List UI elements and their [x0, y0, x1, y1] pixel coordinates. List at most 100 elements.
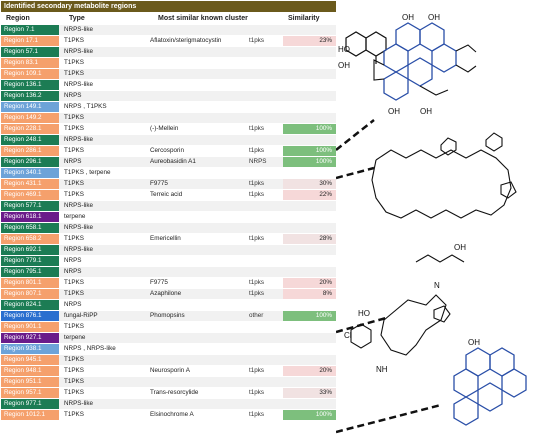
cluster-cell[interactable]: Aflatoxin/sterigmatocystin	[150, 37, 222, 44]
cluster-cell[interactable]	[147, 222, 247, 234]
region-cell[interactable]: Region 149.2	[1, 112, 59, 124]
table-row[interactable]: Region 431.1 T1PKS F9775 t1pks 30%	[1, 178, 336, 190]
table-row[interactable]: Region 945.1 T1PKS	[1, 354, 336, 366]
region-cell[interactable]: Region 901.1	[1, 321, 59, 333]
region-cell[interactable]: Region 779.1	[1, 255, 59, 267]
table-row[interactable]: Region 957.1 T1PKS Trans-resorcylide t1pks 3…	[1, 387, 336, 399]
table-row[interactable]: Region 136.1 NRPS-like	[1, 79, 336, 91]
cluster-cell[interactable]	[147, 58, 247, 69]
region-cell[interactable]: Region 7.1	[1, 25, 59, 36]
region-cell[interactable]: Region 807.1	[1, 288, 59, 300]
table-row[interactable]: Region 248.1 NRPS-like	[1, 134, 336, 146]
region-cell[interactable]: Region 469.1	[1, 189, 59, 201]
table-row[interactable]: Region 779.1 NRPS	[1, 255, 336, 267]
region-cell[interactable]: Region 17.1	[1, 35, 59, 47]
table-row[interactable]: Region 658.1 NRPS-like	[1, 222, 336, 234]
cluster-cell[interactable]	[147, 25, 247, 36]
cluster-cell[interactable]	[147, 90, 247, 102]
cluster-cell[interactable]	[147, 322, 247, 333]
cluster-cell[interactable]: Azaphilone	[147, 288, 247, 300]
cluster-cell[interactable]: Phomopsins	[147, 310, 247, 322]
region-cell[interactable]: Region 1012.1	[1, 409, 59, 421]
region-cell[interactable]: Region 948.1	[1, 365, 59, 377]
region-cell[interactable]: Region 248.1	[1, 134, 59, 146]
region-cell[interactable]: Region 951.1	[1, 376, 59, 388]
cluster-cell[interactable]: Emericellin	[150, 235, 181, 242]
cluster-cell[interactable]: Elsinochrome A	[150, 411, 194, 418]
table-row[interactable]: Region 296.1 NRPS Aureobasidin A1 NRPS 100%	[1, 156, 336, 168]
cluster-cell[interactable]: Cercosporin	[150, 147, 184, 154]
region-cell[interactable]: Region 136.1	[1, 79, 59, 91]
region-cell[interactable]: Region 938.1	[1, 343, 59, 355]
region-cell[interactable]: Region 876.1	[1, 310, 59, 322]
region-cell[interactable]: Region 824.1	[1, 299, 59, 311]
cluster-cell[interactable]	[147, 266, 247, 278]
table-row[interactable]: Region 1012.1 T1PKS Elsinochrome A t1pks 100…	[1, 409, 336, 421]
cluster-cell[interactable]	[147, 244, 247, 256]
table-row[interactable]: Region 149.2 T1PKS	[1, 112, 336, 124]
table-row[interactable]: Region 57.1 NRPS-like	[1, 46, 336, 58]
cluster-cell[interactable]	[147, 80, 247, 91]
table-row[interactable]: Region 658.2 T1PKS Emericellin t1pks 28%	[1, 233, 336, 245]
cluster-cell[interactable]	[147, 332, 247, 344]
cluster-cell[interactable]	[147, 102, 247, 113]
table-row[interactable]: Region 901.1 T1PKS	[1, 321, 336, 333]
region-cell[interactable]: Region 286.1	[1, 145, 59, 157]
cluster-cell[interactable]: Neurosporin A	[150, 367, 190, 374]
table-row[interactable]: Region 692.1 NRPS-like	[1, 244, 336, 256]
region-cell[interactable]: Region 136.2	[1, 90, 59, 102]
col-header-cluster[interactable]: Most similar known cluster	[158, 15, 248, 22]
region-cell[interactable]: Region 228.1	[1, 123, 59, 135]
cluster-cell[interactable]	[147, 376, 247, 388]
cluster-cell[interactable]	[147, 256, 247, 267]
cluster-cell[interactable]	[147, 398, 247, 410]
region-cell[interactable]: Region 109.1	[1, 68, 59, 80]
region-cell[interactable]: Region 83.1	[1, 57, 59, 69]
cluster-cell[interactable]	[147, 168, 247, 179]
table-row[interactable]: Region 948.1 T1PKS Neurosporin A t1pks 20%	[1, 365, 336, 377]
table-row[interactable]: Region 577.1 NRPS-like	[1, 200, 336, 212]
table-row[interactable]: Region 977.1 NRPS-like	[1, 398, 336, 410]
cluster-cell[interactable]	[147, 46, 247, 58]
table-row[interactable]: Region 876.1 fungal-RiPP Phomopsins other 10…	[1, 310, 336, 322]
table-row[interactable]: Region 149.1 NRPS , T1PKS	[1, 101, 336, 113]
region-cell[interactable]: Region 927.1	[1, 332, 59, 344]
table-row[interactable]: Region 801.1 T1PKS F9775 t1pks 20%	[1, 277, 336, 289]
cluster-cell[interactable]	[147, 300, 247, 311]
region-cell[interactable]: Region 57.1	[1, 46, 59, 58]
cluster-cell[interactable]: Aureobasidin A1	[147, 156, 247, 168]
region-cell[interactable]: Region 577.1	[1, 200, 59, 212]
table-row[interactable]: Region 17.1 T1PKS Aflatoxin/sterigmatocyst…	[1, 35, 336, 47]
table-row[interactable]: Region 109.1 T1PKS	[1, 68, 336, 80]
cluster-cell[interactable]: (-)-Mellein	[150, 125, 179, 132]
cluster-cell[interactable]	[147, 112, 247, 124]
cluster-cell[interactable]	[147, 344, 247, 355]
table-row[interactable]: Region 340.1 T1PKS , terpene	[1, 167, 336, 179]
cluster-cell[interactable]: Terreic acid	[150, 191, 183, 198]
col-header-similarity[interactable]: Similarity	[288, 15, 320, 22]
table-row[interactable]: Region 286.1 T1PKS Cercosporin t1pks 100%	[1, 145, 336, 157]
cluster-cell[interactable]	[147, 134, 247, 146]
table-row[interactable]: Region 951.1 T1PKS	[1, 376, 336, 388]
table-row[interactable]: Region 136.2 NRPS	[1, 90, 336, 102]
cluster-cell[interactable]	[147, 212, 247, 223]
cluster-cell[interactable]: Trans-resorcylide	[150, 389, 199, 396]
region-cell[interactable]: Region 340.1	[1, 167, 59, 179]
region-cell[interactable]: Region 658.2	[1, 233, 59, 245]
region-cell[interactable]: Region 945.1	[1, 354, 59, 366]
table-row[interactable]: Region 807.1 T1PKS Azaphilone t1pks 8%	[1, 288, 336, 300]
region-cell[interactable]: Region 957.1	[1, 387, 59, 399]
cluster-cell[interactable]	[147, 200, 247, 212]
cluster-cell[interactable]: F9775	[150, 279, 168, 286]
table-row[interactable]: Region 795.1 NRPS	[1, 266, 336, 278]
cluster-cell[interactable]	[147, 354, 247, 366]
region-cell[interactable]: Region 977.1	[1, 398, 59, 410]
table-row[interactable]: Region 7.1 NRPS-like	[1, 25, 336, 36]
region-cell[interactable]: Region 618.1	[1, 211, 59, 223]
table-row[interactable]: Region 938.1 NRPS , NRPS-like	[1, 343, 336, 355]
cluster-cell[interactable]	[147, 68, 247, 80]
region-cell[interactable]: Region 692.1	[1, 244, 59, 256]
region-cell[interactable]: Region 658.1	[1, 222, 59, 234]
col-header-region[interactable]: Region	[6, 15, 30, 22]
region-cell[interactable]: Region 149.1	[1, 101, 59, 113]
